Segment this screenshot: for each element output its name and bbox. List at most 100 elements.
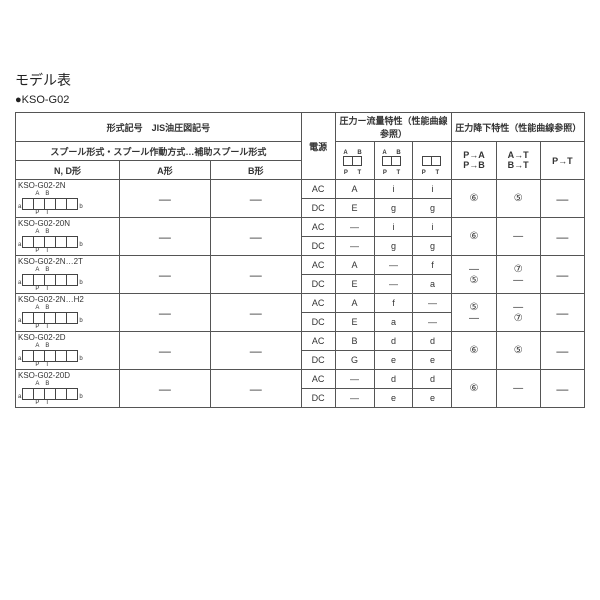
ps-ac: AC bbox=[301, 370, 335, 389]
val: g bbox=[413, 237, 452, 256]
ps-ac: AC bbox=[301, 256, 335, 275]
val: d bbox=[413, 370, 452, 389]
pt: — bbox=[540, 256, 584, 294]
val: A bbox=[335, 294, 374, 313]
at: ⑦ — bbox=[496, 256, 540, 294]
hdr-pdrop: 圧力降下特性（性能曲線参照） bbox=[452, 113, 585, 142]
a-col: — bbox=[119, 332, 210, 370]
a-col: — bbox=[119, 180, 210, 218]
model-cell: KSO-G02-20N AB a b PT bbox=[16, 218, 120, 256]
page-subtitle: ●KSO-G02 bbox=[15, 94, 585, 106]
ps-dc: DC bbox=[301, 389, 335, 408]
pt: — bbox=[540, 370, 584, 408]
val: a bbox=[374, 313, 413, 332]
val: d bbox=[374, 370, 413, 389]
val: g bbox=[413, 199, 452, 218]
val: — bbox=[413, 313, 452, 332]
hdr-a: A形 bbox=[119, 161, 210, 180]
pa: ⑥ bbox=[452, 332, 496, 370]
val: — bbox=[335, 389, 374, 408]
pt: — bbox=[540, 332, 584, 370]
ps-ac: AC bbox=[301, 218, 335, 237]
hdr-spool: スプール形式・スプール作動方式…補助スプール形式 bbox=[16, 142, 302, 161]
b-col: — bbox=[210, 294, 301, 332]
pa: ⑥ bbox=[452, 218, 496, 256]
ps-ac: AC bbox=[301, 294, 335, 313]
ps-dc: DC bbox=[301, 313, 335, 332]
val: g bbox=[374, 199, 413, 218]
model-cell: KSO-G02-2N…H2 AB a b PT bbox=[16, 294, 120, 332]
model-cell: KSO-G02-2D AB a b PT bbox=[16, 332, 120, 370]
val: e bbox=[413, 351, 452, 370]
val: d bbox=[374, 332, 413, 351]
b-col: — bbox=[210, 180, 301, 218]
val: e bbox=[413, 389, 452, 408]
b-col: — bbox=[210, 332, 301, 370]
ps-ac: AC bbox=[301, 332, 335, 351]
hdr-b: B形 bbox=[210, 161, 301, 180]
val: B bbox=[335, 332, 374, 351]
pa: — ⑤ bbox=[452, 256, 496, 294]
pt: — bbox=[540, 180, 584, 218]
at: — bbox=[496, 370, 540, 408]
val: i bbox=[374, 218, 413, 237]
at: — ⑦ bbox=[496, 294, 540, 332]
hdr-pt: P→T bbox=[540, 142, 584, 180]
hdr-flow: 圧力ー流量特性（性能曲線参照） bbox=[335, 113, 452, 142]
model-cell: KSO-G02-2N AB a b PT bbox=[16, 180, 120, 218]
a-col: — bbox=[119, 294, 210, 332]
ps-dc: DC bbox=[301, 237, 335, 256]
model-cell: KSO-G02-20D AB a b PT bbox=[16, 370, 120, 408]
val: a bbox=[413, 275, 452, 294]
val: — bbox=[335, 370, 374, 389]
hdr-papb: P→A P→B bbox=[452, 142, 496, 180]
val: — bbox=[374, 275, 413, 294]
val: E bbox=[335, 313, 374, 332]
ps-ac: AC bbox=[301, 180, 335, 199]
val: e bbox=[374, 351, 413, 370]
at: ⑤ bbox=[496, 332, 540, 370]
val: G bbox=[335, 351, 374, 370]
model-table: 形式記号 JIS油圧図記号 電源 圧力ー流量特性（性能曲線参照） 圧力降下特性（… bbox=[15, 112, 585, 408]
hdr-format: 形式記号 JIS油圧図記号 bbox=[16, 113, 302, 142]
a-col: — bbox=[119, 370, 210, 408]
ps-dc: DC bbox=[301, 199, 335, 218]
val: i bbox=[413, 218, 452, 237]
val: i bbox=[413, 180, 452, 199]
at: — bbox=[496, 218, 540, 256]
val: — bbox=[413, 294, 452, 313]
pt: — bbox=[540, 218, 584, 256]
b-col: — bbox=[210, 370, 301, 408]
val: E bbox=[335, 199, 374, 218]
pa: ⑤ — bbox=[452, 294, 496, 332]
a-col: — bbox=[119, 256, 210, 294]
val: d bbox=[413, 332, 452, 351]
pa: ⑥ bbox=[452, 180, 496, 218]
val: e bbox=[374, 389, 413, 408]
val: f bbox=[413, 256, 452, 275]
hdr-icon-1: A BP T bbox=[335, 142, 374, 180]
pa: ⑥ bbox=[452, 370, 496, 408]
hdr-atbt: A→T B→T bbox=[496, 142, 540, 180]
model-cell: KSO-G02-2N…2T AB a b PT bbox=[16, 256, 120, 294]
page-title: モデル表 bbox=[15, 70, 585, 90]
ps-dc: DC bbox=[301, 275, 335, 294]
b-col: — bbox=[210, 218, 301, 256]
val: — bbox=[335, 237, 374, 256]
hdr-icon-3: P T bbox=[413, 142, 452, 180]
a-col: — bbox=[119, 218, 210, 256]
val: A bbox=[335, 256, 374, 275]
pt: — bbox=[540, 294, 584, 332]
val: A bbox=[335, 180, 374, 199]
at: ⑤ bbox=[496, 180, 540, 218]
hdr-power: 電源 bbox=[301, 113, 335, 180]
val: f bbox=[374, 294, 413, 313]
val: g bbox=[374, 237, 413, 256]
val: — bbox=[374, 256, 413, 275]
val: i bbox=[374, 180, 413, 199]
ps-dc: DC bbox=[301, 351, 335, 370]
val: E bbox=[335, 275, 374, 294]
hdr-icon-2: A BP T bbox=[374, 142, 413, 180]
hdr-nd: N, D形 bbox=[16, 161, 120, 180]
val: — bbox=[335, 218, 374, 237]
